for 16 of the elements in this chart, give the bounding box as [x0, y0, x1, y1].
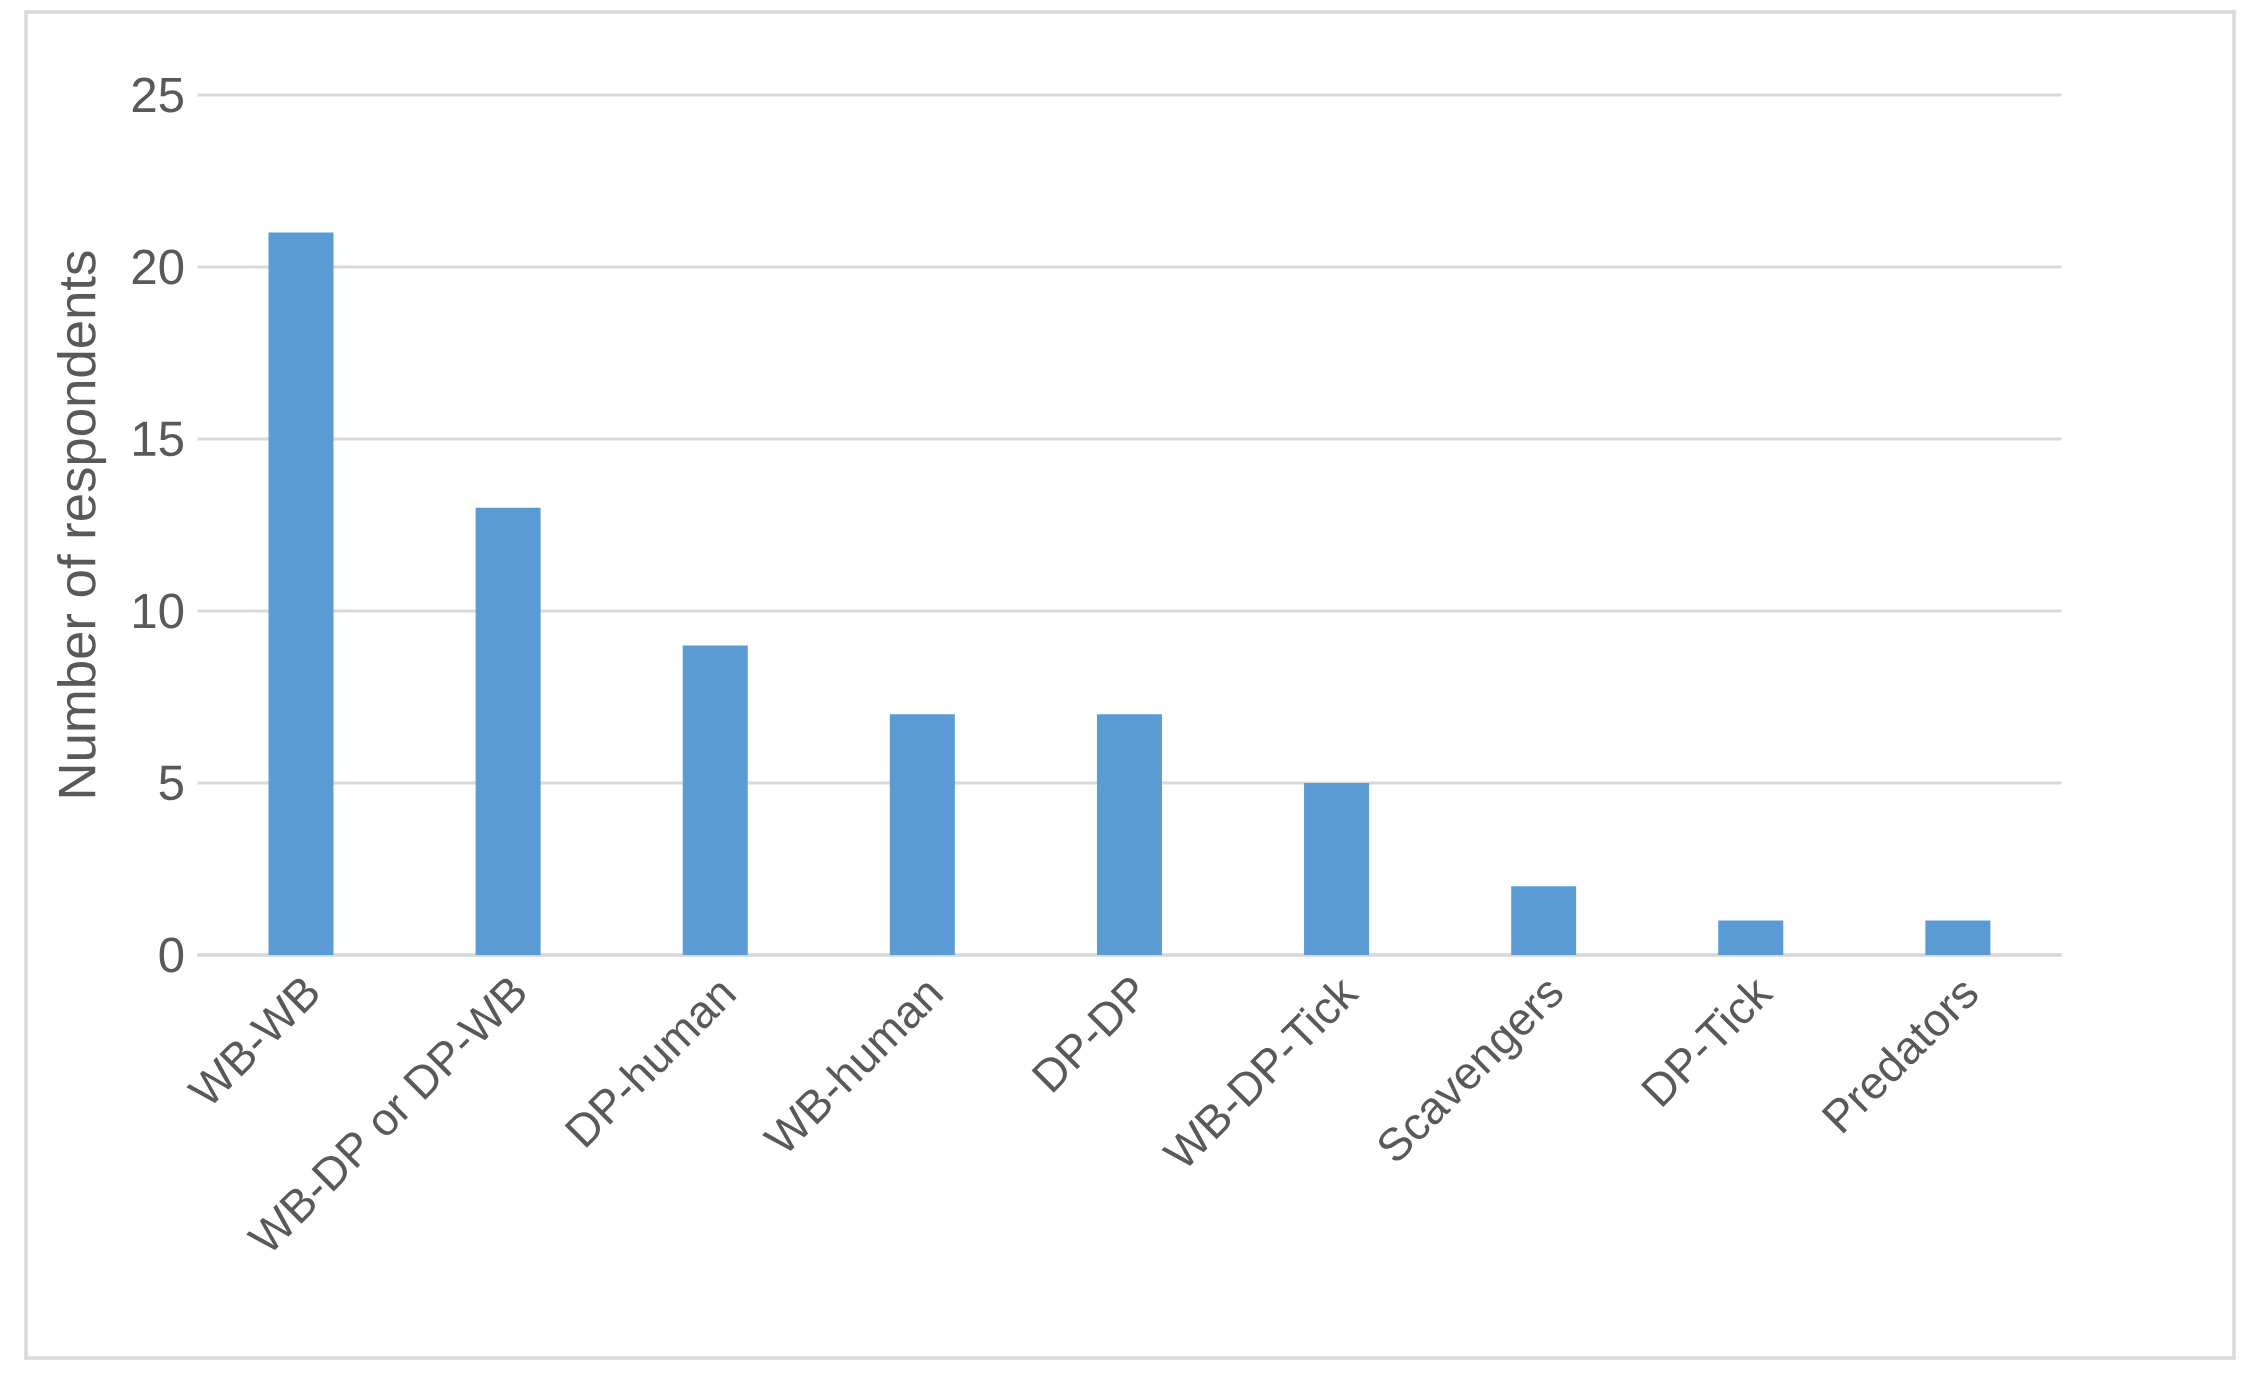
bar	[1096, 714, 1162, 956]
bar	[1511, 886, 1577, 956]
y-tick-label: 0	[159, 937, 184, 973]
bar	[889, 714, 955, 956]
y-tick-label: 10	[134, 593, 184, 629]
bar	[475, 507, 541, 956]
bar	[1718, 920, 1784, 956]
y-tick-label: 5	[159, 765, 183, 801]
bar	[1925, 920, 1991, 956]
y-tick-label: 20	[132, 249, 184, 285]
bar	[1304, 783, 1370, 956]
y-axis-title: Number of respondents	[57, 251, 107, 797]
bar	[682, 645, 748, 956]
y-tick-label: 15	[134, 421, 183, 457]
y-tick-label: 25	[132, 77, 183, 113]
bar	[268, 232, 334, 956]
